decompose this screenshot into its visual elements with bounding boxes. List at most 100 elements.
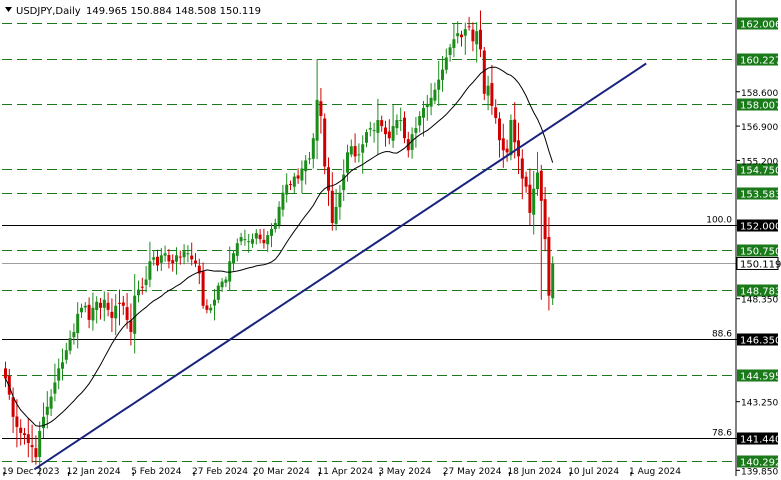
candle-body: [422, 107, 425, 118]
candle-body: [251, 239, 254, 244]
candle-body: [547, 236, 551, 296]
triangle-down-icon[interactable]: [5, 7, 12, 12]
candle: [144, 266, 148, 293]
candle-body: [281, 192, 285, 210]
candle: [68, 330, 72, 355]
fib-label: 78.6: [712, 429, 732, 439]
candle: [308, 152, 311, 165]
candle-body: [357, 154, 361, 156]
candle: [163, 245, 167, 262]
candle-body: [83, 305, 87, 308]
symbol-label: USDJPY,Daily: [16, 6, 81, 17]
price-label: 150.750: [740, 247, 781, 258]
candle: [228, 246, 232, 291]
candle: [137, 280, 140, 303]
candle: [524, 171, 528, 193]
candle: [528, 168, 532, 226]
candle-body: [91, 307, 95, 321]
x-tick-label: 11 Apr 2024: [317, 467, 373, 476]
candle: [384, 120, 387, 147]
y-tick-label: 143.250: [741, 399, 778, 409]
candle: [433, 82, 437, 104]
candle: [467, 16, 471, 31]
candle: [148, 241, 152, 288]
x-tick-label: 12 Jan 2024: [67, 467, 121, 476]
candle-body: [323, 118, 327, 167]
candle: [106, 292, 110, 317]
candle: [159, 247, 163, 271]
candle-body: [425, 103, 429, 108]
candle-body: [327, 167, 330, 191]
candle-body: [175, 255, 178, 262]
candle: [338, 185, 342, 220]
candle: [391, 104, 395, 148]
price-label: 150.119: [740, 260, 781, 271]
y-tick-label: 158.600: [741, 89, 778, 99]
candle: [505, 139, 509, 162]
candle-body: [441, 69, 444, 80]
candle-body: [361, 144, 365, 153]
price-label-box: [737, 369, 778, 382]
trendline[interactable]: [33, 62, 647, 471]
price-label-box: [737, 53, 778, 66]
price-label-box: [736, 257, 779, 270]
candle: [539, 164, 543, 300]
candle: [460, 30, 463, 47]
price-label: 140.292: [740, 458, 781, 469]
candle-body: [57, 368, 61, 381]
candle: [387, 119, 391, 145]
candle-body: [505, 148, 509, 153]
candle-body: [95, 301, 99, 311]
candle: [49, 389, 53, 417]
candle: [304, 155, 308, 185]
candle: [110, 298, 114, 332]
candle: [334, 189, 338, 231]
candle-body: [163, 253, 167, 256]
candle-body: [15, 416, 19, 427]
candle-body: [23, 433, 26, 435]
price-label-box: [737, 333, 778, 346]
candle-body: [167, 255, 171, 262]
candle: [418, 111, 422, 133]
candle: [140, 277, 144, 295]
candle: [53, 363, 57, 402]
candle: [194, 253, 197, 268]
candle-body: [254, 233, 258, 239]
candle-body: [68, 338, 72, 351]
candle: [213, 289, 216, 321]
candle: [501, 123, 505, 168]
candle: [45, 391, 49, 429]
candle-body: [49, 396, 53, 409]
candle-body: [399, 120, 403, 122]
candle-body: [319, 101, 323, 116]
candle-body: [334, 206, 338, 224]
candle-body: [448, 47, 452, 55]
candle: [475, 22, 479, 63]
price-label: 158.007: [740, 101, 781, 112]
candle: [182, 244, 186, 265]
candle: [216, 282, 220, 304]
candle-body: [216, 285, 220, 300]
chart-header: USDJPY,Daily 149.965 150.884 148.508 150…: [5, 6, 261, 17]
candle: [262, 228, 266, 249]
candle: [543, 186, 547, 252]
candle-body: [368, 128, 372, 130]
candle-body: [353, 146, 357, 157]
x-tick-label: 18 Jun 2024: [507, 467, 561, 476]
candle-body: [418, 115, 422, 126]
candle-body: [114, 305, 118, 319]
candle-body: [338, 192, 342, 208]
candle: [399, 107, 403, 132]
candle-body: [380, 120, 384, 127]
candle: [83, 302, 87, 313]
candle-body: [349, 146, 353, 155]
candle-body: [372, 130, 376, 132]
candle-body: [528, 184, 532, 213]
candle-body: [410, 134, 414, 150]
candle-body: [532, 188, 536, 215]
candle: [4, 361, 7, 388]
candle: [437, 60, 441, 106]
candle-body: [475, 31, 479, 45]
